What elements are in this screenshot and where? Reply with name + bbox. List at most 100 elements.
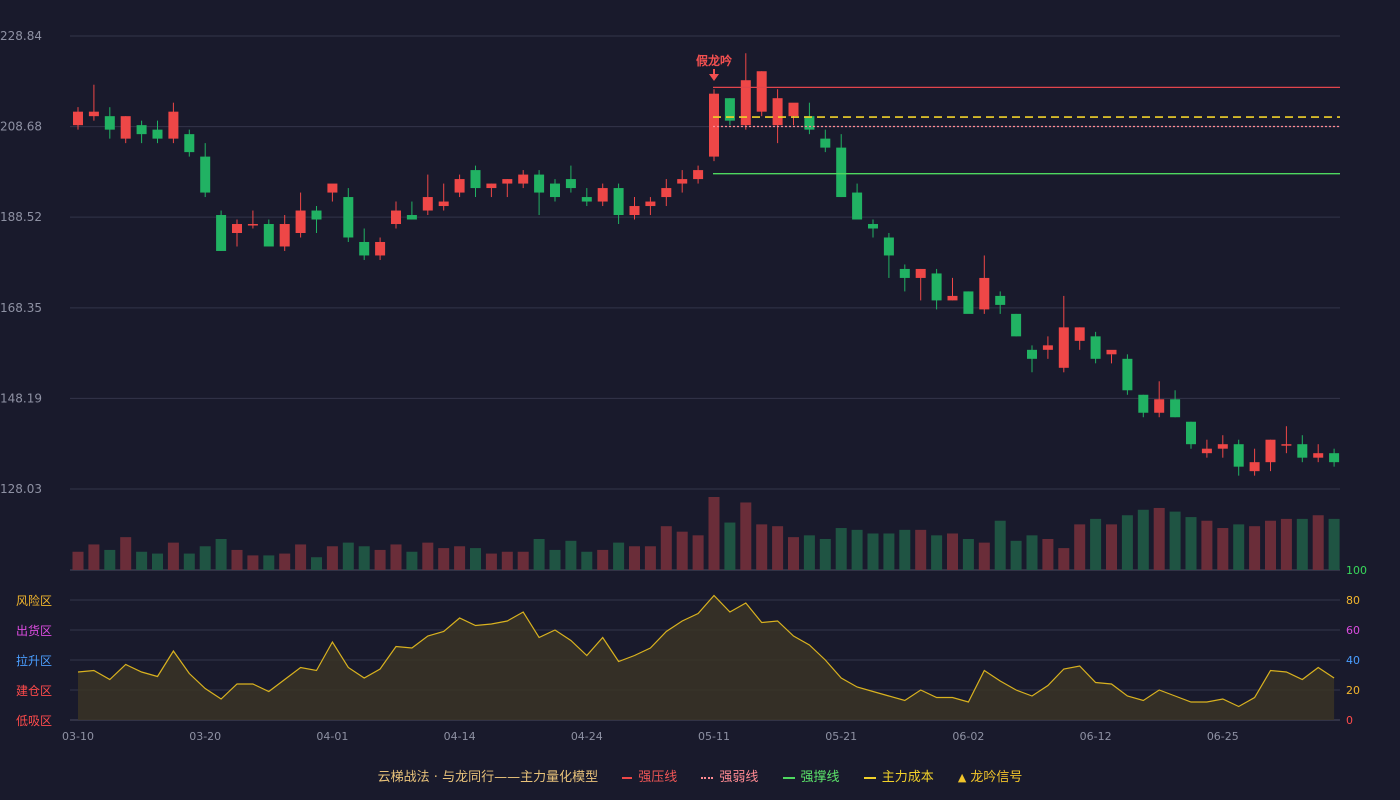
volume-bar <box>994 520 1006 570</box>
candle-body <box>1201 448 1212 454</box>
date-axis: 03-10 03-20 04-01 04-14 04-24 05-11 05-21 06-02… <box>62 730 1239 743</box>
candle-body <box>104 116 115 130</box>
legend-weak-swatch <box>701 776 714 779</box>
candlestick-chart: 228.84 208.68 188.52 168.35 148.19 128.03 假龙吟… <box>0 29 1367 743</box>
candle-body <box>406 215 417 220</box>
volume-bar <box>533 538 545 570</box>
candle-body <box>1042 345 1053 350</box>
candle-body <box>629 206 640 216</box>
candle-body <box>73 111 83 126</box>
indicator-tick-label: 20 <box>1346 684 1360 697</box>
candle-body <box>995 295 1006 305</box>
date-tick-label: 06-02 <box>952 730 984 743</box>
volume-bar <box>406 551 418 570</box>
candle-body <box>1186 421 1196 445</box>
volume-bar <box>978 542 990 570</box>
candle-body <box>1138 394 1149 413</box>
candle-body <box>613 188 624 216</box>
legend-support[interactable]: 强撑线 <box>782 770 844 785</box>
candle-body <box>836 147 847 198</box>
volume-bar <box>72 551 84 570</box>
indicator-tick-label: 100 <box>1346 564 1367 577</box>
volume-bar <box>819 538 831 570</box>
candle-body <box>724 98 735 121</box>
zone-label: 拉升区 <box>16 653 52 668</box>
candle-body <box>518 174 529 184</box>
candle-body <box>232 224 242 233</box>
zone-label: 风险区 <box>16 593 52 608</box>
volume-bar <box>644 546 656 570</box>
candle-body <box>661 188 672 198</box>
candle-body <box>868 224 878 229</box>
volume-bar <box>263 555 275 570</box>
volume-bar <box>1121 515 1133 570</box>
candle-body <box>391 210 401 225</box>
candle-body <box>375 241 386 256</box>
candle-body <box>963 291 974 314</box>
legend-support-label: 强撑线 <box>800 770 840 785</box>
legend-cost-swatch <box>863 776 876 779</box>
volume-bar <box>167 542 179 570</box>
date-tick-label: 06-12 <box>1080 730 1112 743</box>
volume-bar <box>740 502 752 570</box>
signal-arrow-icon <box>709 74 719 81</box>
candle-body <box>1297 444 1308 458</box>
volume-bar <box>438 548 450 570</box>
volume-bars <box>72 497 1340 570</box>
candle-body <box>947 295 958 301</box>
volume-bar <box>565 540 577 570</box>
volume-bar <box>803 535 815 570</box>
candle-body <box>1154 399 1165 413</box>
candle-body <box>597 188 608 202</box>
candle-body <box>1233 444 1244 467</box>
volume-bar <box>342 542 354 570</box>
grid-lines <box>70 35 1340 571</box>
legend: 云梯战法 · 与龙同行——主力量化模型 强压线 强弱线 强撑线 主力成本 ▲ 龙吟… <box>0 766 1400 785</box>
volume-bar <box>835 528 847 570</box>
volume-bar <box>88 544 100 570</box>
volume-bar <box>1280 518 1292 570</box>
volume-bar <box>374 549 386 570</box>
level-lines <box>713 86 1340 175</box>
candle-body <box>1106 349 1117 355</box>
signal-label: 假龙吟 <box>696 53 732 68</box>
volume-bar <box>326 546 338 570</box>
legend-signal[interactable]: ▲ 龙吟信号 <box>958 770 1022 785</box>
volume-bar <box>1265 520 1276 570</box>
volume-bar <box>756 524 768 570</box>
legend-weak[interactable]: 强弱线 <box>701 770 762 785</box>
volume-bar <box>247 555 259 570</box>
candle-body <box>852 192 863 220</box>
legend-cost[interactable]: 主力成本 <box>863 770 938 785</box>
candle-body <box>247 224 258 226</box>
volume-bar <box>120 537 132 570</box>
volume-bar <box>485 553 497 570</box>
candle-body <box>1011 313 1022 337</box>
volume-bar <box>676 531 688 570</box>
volume-bar <box>1153 507 1165 570</box>
volume-bar <box>279 553 291 570</box>
zone-label: 低吸区 <box>16 714 52 728</box>
volume-bar <box>1328 518 1340 570</box>
candle-body <box>709 93 719 157</box>
price-tick-label: 128.03 <box>0 482 42 496</box>
candle-body <box>772 98 783 126</box>
date-tick-label: 03-10 <box>62 730 94 743</box>
legend-cost-label: 主力成本 <box>881 770 934 785</box>
volume-bar <box>931 535 943 570</box>
candle-body <box>502 179 513 184</box>
volume-bar <box>1233 524 1245 570</box>
legend-support-swatch <box>782 776 795 779</box>
candle-body <box>263 224 274 247</box>
candle-body <box>677 179 688 184</box>
candle-body <box>915 268 926 278</box>
volume-bar <box>597 549 609 570</box>
volume-bar <box>1217 528 1229 570</box>
candle-body <box>454 179 465 193</box>
legend-press[interactable]: 强压线 <box>622 770 681 785</box>
volume-bar <box>231 549 243 570</box>
date-tick-label: 05-11 <box>698 730 730 743</box>
volume-bar <box>851 529 863 570</box>
legend-weak-label: 强弱线 <box>719 770 759 785</box>
candle-body <box>216 215 227 251</box>
